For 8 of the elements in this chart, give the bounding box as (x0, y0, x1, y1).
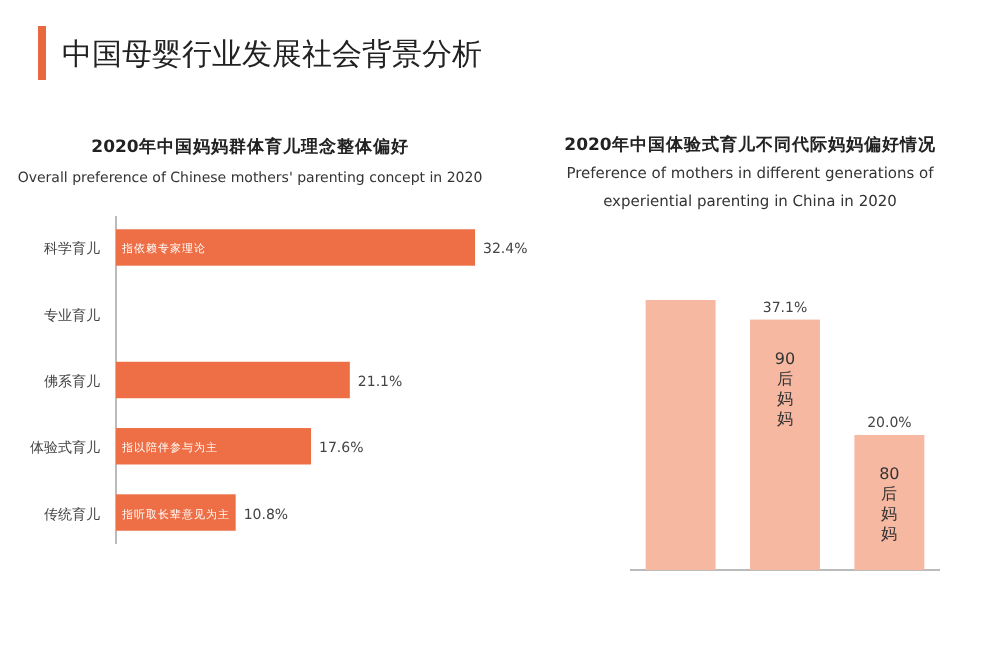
chart-title: 2020年中国体验式育儿不同代际妈妈偏好情况 (564, 132, 938, 156)
text: 中国母婴行业发展社会背景分析 (62, 36, 482, 72)
x-tick-label: 80后妈妈 (879, 465, 900, 543)
bar (116, 361, 350, 399)
bar (116, 229, 476, 266)
x-tick-label: 90后妈妈 (774, 349, 796, 428)
bar (116, 428, 312, 465)
chart-title: 2020年中国妈妈群体育儿理念整体偏好 (91, 134, 409, 158)
